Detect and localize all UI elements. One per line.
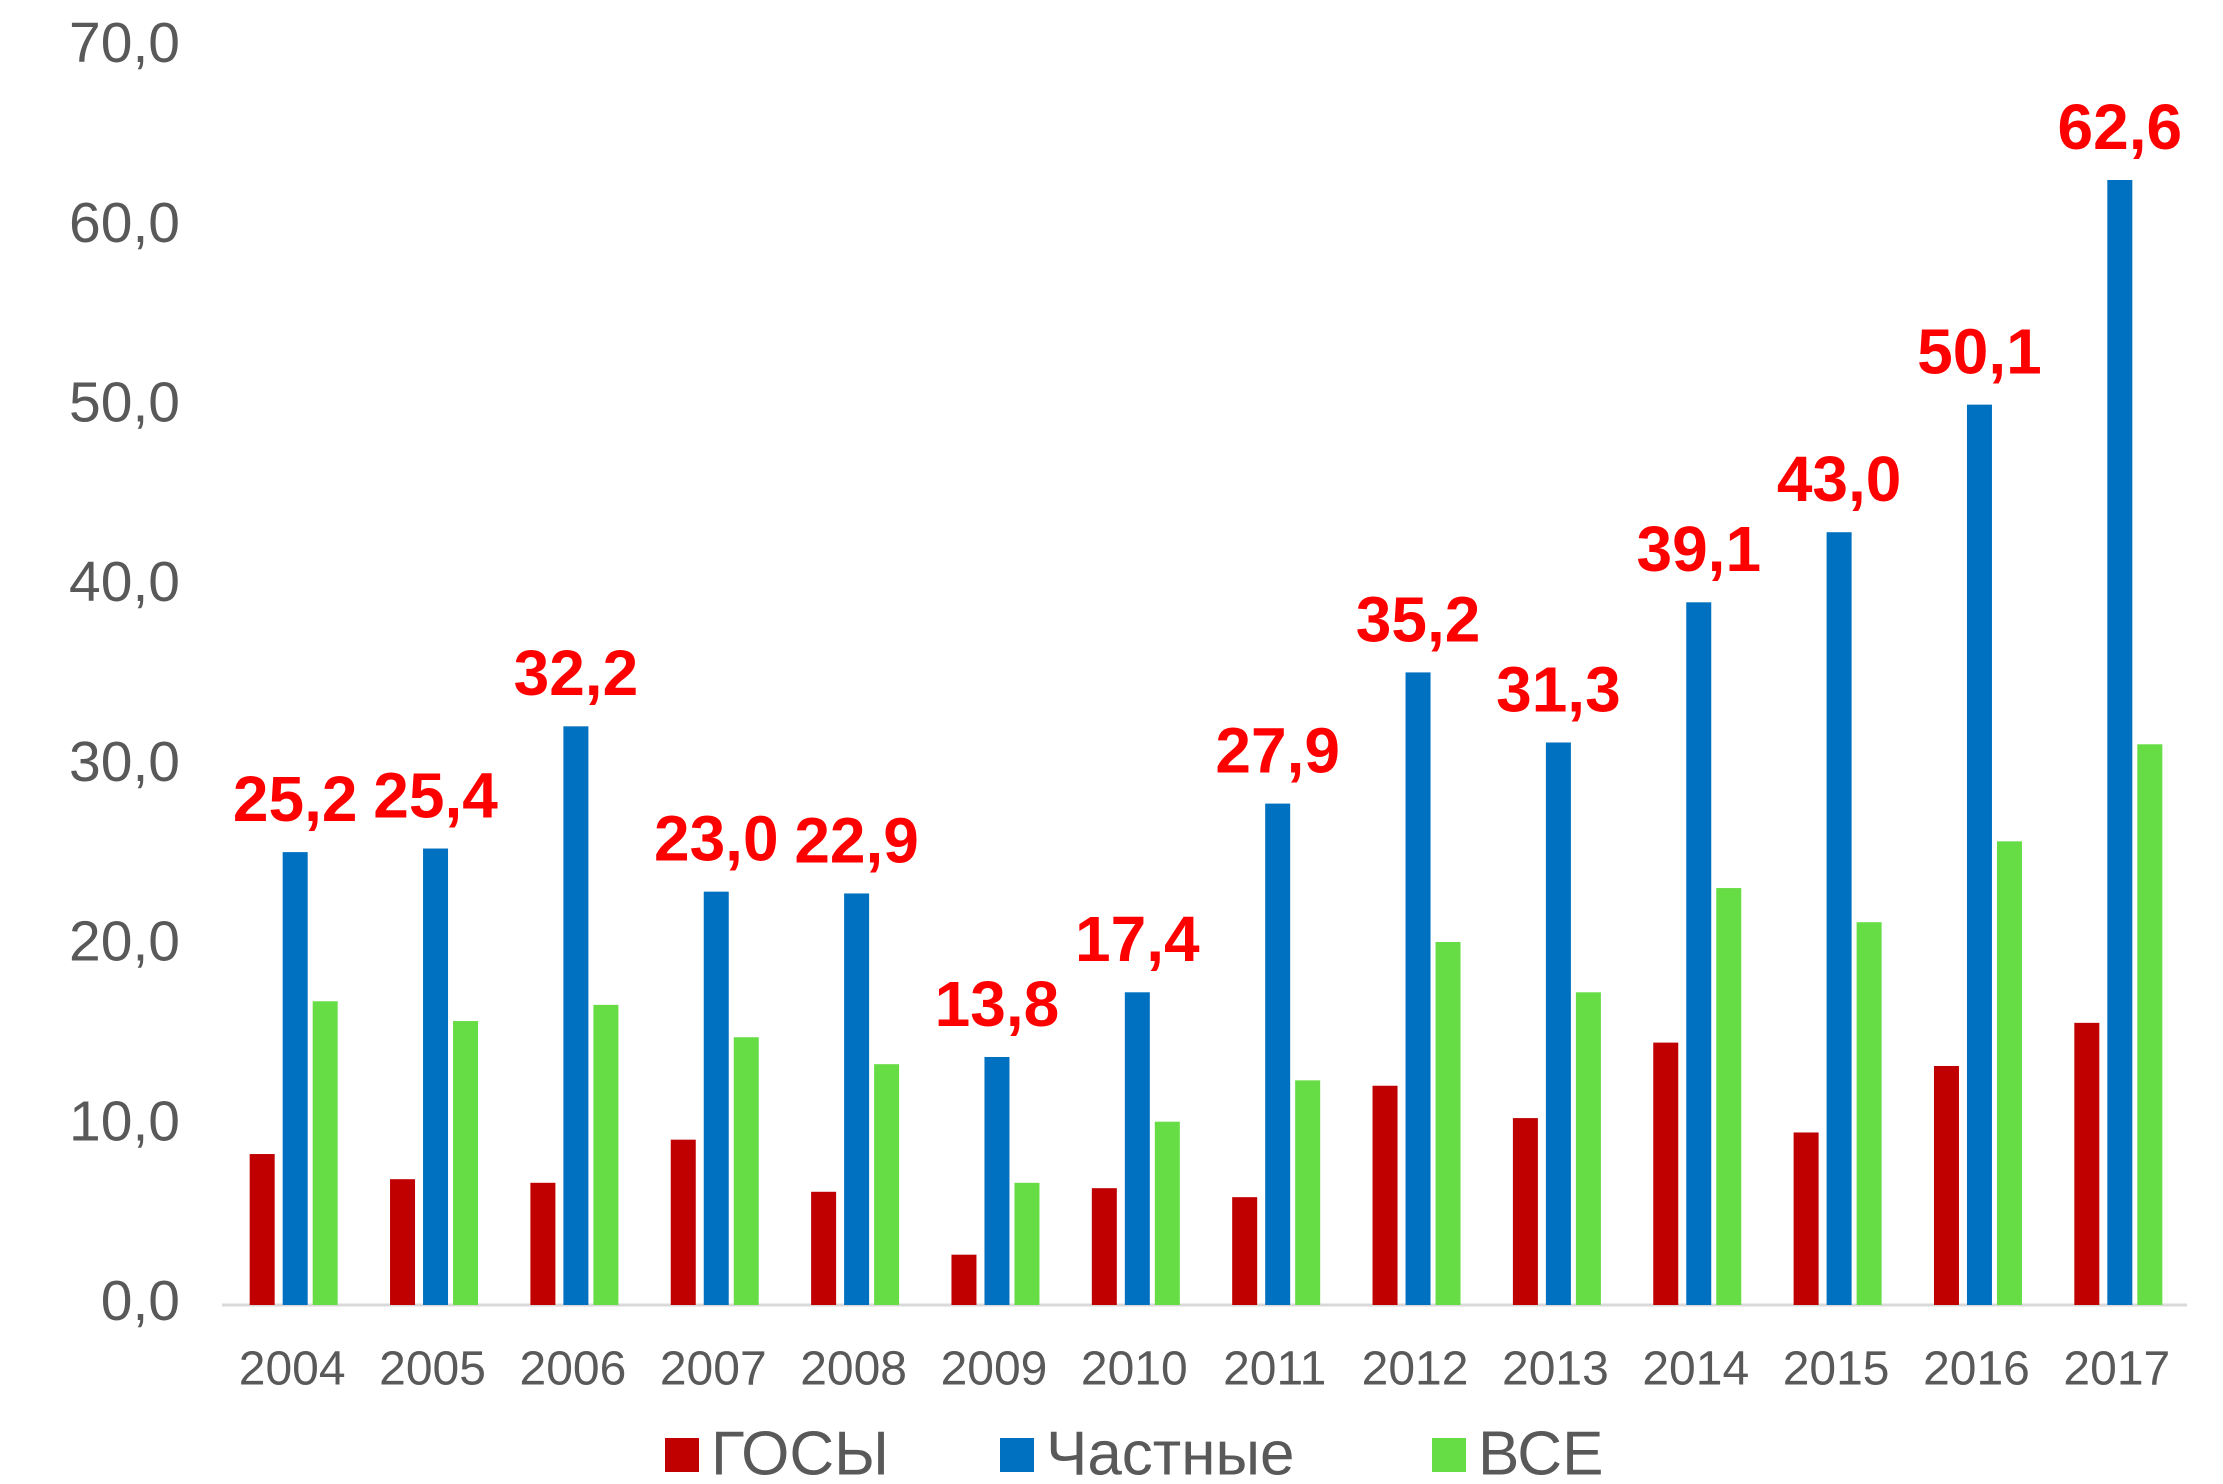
bar	[1545, 742, 1571, 1305]
x-tick-label: 2013	[1502, 1343, 1609, 1396]
legend-label: Частные	[1046, 1419, 1294, 1484]
data-label: 23,0	[654, 803, 779, 875]
data-label: 39,1	[1636, 513, 1761, 585]
x-tick-label: 2011	[1223, 1343, 1326, 1396]
x-tick-label: 2010	[1081, 1343, 1188, 1396]
bar	[1653, 1042, 1679, 1305]
y-tick-label: 60,0	[69, 191, 180, 255]
x-tick-label: 2008	[800, 1343, 907, 1396]
bar	[282, 852, 308, 1305]
data-label: 50,1	[1917, 316, 2042, 388]
data-label: 32,2	[514, 637, 639, 709]
data-label: 13,8	[935, 968, 1060, 1040]
bar	[733, 1037, 759, 1305]
data-label: 27,9	[1215, 715, 1340, 787]
bar	[1091, 1188, 1117, 1305]
bar	[1856, 922, 1882, 1305]
data-label: 43,0	[1777, 443, 1902, 515]
bar	[1966, 404, 1992, 1305]
bar	[1996, 841, 2022, 1305]
x-tick-label: 2007	[660, 1343, 767, 1396]
data-label: 35,2	[1356, 583, 1481, 655]
bar	[453, 1021, 479, 1305]
x-tick-label: 2004	[239, 1343, 346, 1396]
bar	[1124, 992, 1150, 1305]
y-tick-label: 0,0	[101, 1269, 180, 1333]
bar	[1014, 1182, 1040, 1305]
bar	[670, 1139, 696, 1305]
bar	[2137, 744, 2163, 1305]
bar	[1232, 1197, 1258, 1305]
data-label: 31,3	[1496, 653, 1621, 725]
bar	[530, 1182, 556, 1305]
bar	[1793, 1132, 1819, 1305]
bar	[951, 1254, 977, 1305]
bar	[423, 848, 449, 1305]
bar	[1686, 602, 1712, 1305]
data-label: 17,4	[1075, 903, 1200, 975]
y-tick-label: 10,0	[69, 1089, 180, 1153]
y-tick-label: 50,0	[69, 370, 180, 434]
x-tick-label: 2005	[379, 1343, 486, 1396]
bar	[390, 1179, 416, 1305]
bar	[1295, 1080, 1321, 1305]
y-tick-label: 70,0	[69, 11, 180, 75]
bar	[1154, 1121, 1180, 1305]
bar	[703, 891, 729, 1305]
data-label: 25,2	[233, 763, 358, 835]
y-tick-label: 20,0	[69, 910, 180, 974]
data-label: 62,6	[2058, 91, 2183, 163]
data-label: 25,4	[373, 759, 498, 831]
y-tick-label: 40,0	[69, 550, 180, 614]
bar	[1933, 1065, 1959, 1305]
bar	[312, 1001, 338, 1305]
bar	[1575, 992, 1601, 1305]
bar	[249, 1154, 275, 1305]
x-tick-label: 2016	[1923, 1343, 2030, 1396]
bar	[2107, 179, 2133, 1306]
x-tick-label: 2015	[1783, 1343, 1890, 1396]
bar	[1826, 532, 1852, 1305]
legend-label: ГОСЫ	[711, 1419, 889, 1484]
x-tick-label: 2012	[1362, 1343, 1469, 1396]
bar	[1405, 672, 1431, 1305]
bar	[1372, 1085, 1398, 1305]
bar	[874, 1064, 900, 1305]
bar	[1716, 888, 1742, 1305]
bar	[844, 893, 870, 1305]
y-tick-label: 30,0	[69, 730, 180, 794]
bar	[563, 726, 589, 1305]
bar	[1435, 941, 1461, 1305]
legend-swatch	[1000, 1438, 1034, 1472]
legend-swatch	[665, 1438, 699, 1472]
bar	[1265, 803, 1291, 1305]
bar	[984, 1056, 1010, 1305]
x-tick-label: 2017	[2063, 1343, 2170, 1396]
bar	[2074, 1022, 2100, 1305]
bar	[811, 1191, 837, 1305]
bar	[1512, 1118, 1538, 1305]
data-label: 22,9	[794, 804, 919, 876]
bar	[593, 1004, 619, 1305]
x-tick-label: 2014	[1642, 1343, 1749, 1396]
legend-label: ВСЕ	[1478, 1419, 1603, 1484]
x-tick-label: 2009	[941, 1343, 1048, 1396]
legend-swatch	[1432, 1438, 1466, 1472]
x-tick-label: 2006	[520, 1343, 627, 1396]
